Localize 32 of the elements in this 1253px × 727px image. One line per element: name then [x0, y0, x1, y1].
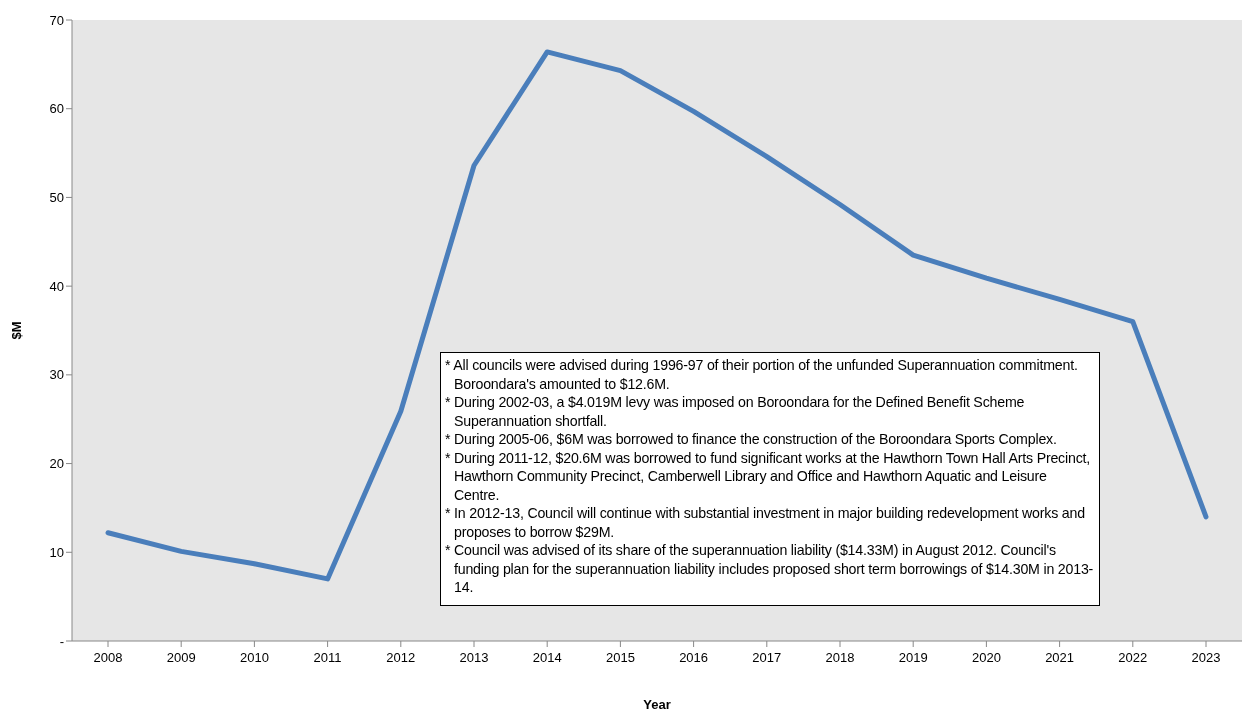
y-tick-label: 70 — [49, 12, 64, 28]
y-tick-label: 30 — [49, 367, 64, 383]
x-tick-label: 2023 — [1191, 650, 1221, 666]
annotation: * During 2002-03, a $4.019M levy was imposed on Boroondara for the Defined Benefit Scheme Superannuation shortfall. — [445, 393, 1026, 430]
annotation: * In 2012-13, Council will continue with substantial investment in major building redevelopment works and proposes to borrow $29M. — [445, 504, 1086, 541]
x-tick-label: 2008 — [93, 650, 123, 666]
x-tick-label: 2012 — [386, 650, 416, 666]
x-tick-label: 2016 — [679, 650, 709, 666]
x-tick-label: 2022 — [1118, 650, 1148, 666]
annotation: * During 2005-06, $6M was borrowed to finance the construction of the Boroondara Sports Complex. — [445, 430, 1058, 449]
x-tick-label: 2017 — [752, 650, 782, 666]
y-tick-label: 40 — [49, 278, 64, 294]
y-tick-label: 10 — [49, 544, 64, 560]
y-tick-label: 50 — [49, 190, 64, 206]
x-tick-label: 2009 — [166, 650, 196, 666]
y-tick-label: - — [59, 633, 64, 649]
y-axis-title: $M — [8, 321, 24, 340]
x-tick-label: 2015 — [605, 650, 635, 666]
annotation: * During 2011-12, $20.6M was borrowed to fund significant works at the Hawthorn Town Hall Arts Precinct, Hawthorn Community Precinct, Camberwell Library and Office and Hawthorn Aquatic and Leisure Centre. — [445, 448, 1092, 504]
annotation: * Council was advised of its share of the superannuation liability ($14.33M) in August 2012. Council's funding plan for the superannuation liability includes proposed short term borrowings of $14.30M in 2013-14. — [445, 541, 1095, 597]
x-tick-label: 2019 — [898, 650, 928, 666]
x-tick-label: 2020 — [971, 650, 1001, 666]
x-tick-label: 2014 — [532, 650, 562, 666]
y-tick-label: 20 — [49, 456, 64, 472]
x-tick-label: 2011 — [313, 650, 342, 666]
x-tick-label: 2013 — [459, 650, 489, 666]
x-axis-title: Year — [643, 697, 671, 712]
annotation: * All councils were advised during 1996-97 of their portion of the unfunded Superannuation commitment. Boroondara's amounted to $12.6M. — [445, 356, 1079, 393]
x-tick-label: 2018 — [825, 650, 855, 666]
y-tick-label: 60 — [49, 101, 64, 117]
x-tick-label: 2010 — [239, 650, 269, 666]
x-tick-label: 2021 — [1045, 650, 1075, 666]
